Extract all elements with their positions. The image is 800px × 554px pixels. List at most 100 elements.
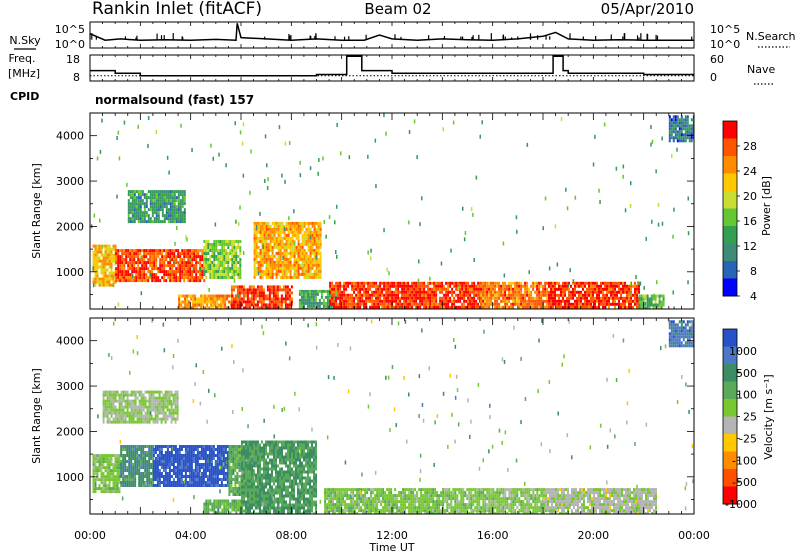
heatmap-cell — [395, 284, 398, 288]
heatmap-cell — [168, 463, 171, 466]
heatmap-cell — [303, 257, 306, 261]
heatmap-cell — [212, 297, 215, 301]
heatmap-cell — [287, 251, 290, 255]
heatmap-cell — [204, 306, 207, 309]
heatmap-cell — [512, 299, 515, 303]
heatmap-cell — [126, 445, 129, 448]
heatmap-cell — [104, 487, 107, 491]
heatmap-cell — [686, 118, 689, 122]
heatmap-cell — [254, 294, 257, 298]
heatmap-cell — [98, 244, 101, 248]
heatmap-cell — [504, 293, 507, 297]
heatmap-speckle — [318, 158, 320, 162]
heatmap-cell — [199, 261, 202, 265]
heatmap-cell — [297, 272, 300, 276]
heatmap-cell — [170, 484, 173, 487]
heatmap-cell — [431, 305, 434, 309]
heatmap-cell — [186, 300, 189, 304]
heatmap-cell — [157, 193, 160, 197]
heatmap-cell — [183, 255, 186, 259]
heatmap-cell — [142, 448, 145, 451]
heatmap-cell — [606, 284, 608, 288]
heatmap-cell — [212, 466, 215, 469]
heatmap-cell — [277, 263, 280, 267]
heatmap-speckle — [383, 113, 385, 118]
heatmap-cell — [522, 296, 525, 300]
heatmap-cell — [172, 454, 175, 457]
heatmap-cell — [221, 252, 224, 255]
heatmap-cell — [122, 414, 125, 418]
heatmap-cell — [399, 284, 402, 288]
heatmap-cell — [313, 251, 316, 255]
heatmap-cell — [163, 190, 166, 194]
heatmap-cell — [203, 246, 206, 249]
heatmap-cell — [155, 199, 158, 203]
heatmap-cell — [177, 249, 180, 253]
heatmap-cell — [668, 127, 671, 131]
heatmap-cell — [224, 297, 227, 301]
heatmap-cell — [357, 284, 360, 288]
heatmap-cell — [234, 294, 237, 298]
heatmap-cell — [253, 221, 256, 225]
heatmap-speckle — [416, 155, 418, 160]
heatmap-cell — [508, 305, 511, 309]
heatmap-cell — [674, 115, 677, 119]
heatmap-cell — [132, 478, 135, 481]
heatmap-cell — [293, 266, 296, 270]
heatmap-cell — [131, 196, 134, 200]
heatmap-cell — [205, 246, 208, 249]
heatmap-cell — [159, 208, 162, 212]
heatmap-cell — [218, 297, 221, 301]
heatmap-cell — [494, 302, 497, 306]
heatmap-cell — [463, 287, 466, 291]
heatmap-speckle — [622, 164, 625, 169]
heatmap-cell — [132, 420, 135, 424]
heatmap-cell — [263, 230, 266, 234]
heatmap-cell — [177, 261, 180, 265]
heatmap-cell — [145, 214, 148, 218]
heatmap-cell — [293, 230, 296, 234]
heatmap-cell — [128, 463, 131, 466]
heatmap-cell — [640, 306, 643, 309]
heatmap-cell — [267, 269, 270, 273]
heatmap-cell — [514, 302, 517, 306]
heatmap-cell — [455, 299, 458, 303]
heatmap-cell — [117, 264, 120, 268]
heatmap-cell — [106, 457, 109, 461]
heatmap-cell — [518, 302, 521, 306]
heatmap-cell — [415, 302, 418, 306]
heatmap-cell — [104, 256, 107, 260]
heatmap-cell — [530, 305, 533, 309]
heatmap-cell — [183, 214, 186, 218]
heatmap-cell — [135, 276, 138, 280]
heatmap-cell — [137, 202, 140, 206]
heatmap-cell — [335, 281, 338, 285]
heatmap-cell — [259, 269, 262, 273]
heatmap-cell — [116, 417, 119, 421]
heatmap-cell — [114, 393, 117, 397]
heatmap-cell — [558, 299, 560, 303]
heatmap-cell — [227, 270, 230, 273]
heatmap-cell — [451, 293, 454, 297]
heatmap-cell — [232, 472, 235, 475]
heatmap-cell — [202, 466, 205, 469]
heatmap-cell — [157, 202, 160, 206]
heatmap-cell — [284, 306, 287, 309]
heatmap-speckle — [185, 235, 187, 240]
heatmap-cell — [215, 255, 218, 258]
heatmap-cell — [365, 299, 368, 303]
heatmap-cell — [196, 303, 199, 307]
heatmap-cell — [98, 454, 101, 458]
heatmap-cell — [457, 299, 460, 303]
heatmap-speckle — [592, 162, 595, 167]
heatmap-cell — [262, 300, 265, 304]
heatmap-cell — [670, 127, 673, 131]
heatmap-cell — [209, 267, 212, 270]
heatmap-cell — [204, 448, 207, 451]
heatmap-cell — [234, 481, 237, 484]
heatmap-cell — [94, 463, 97, 467]
heatmap-cell — [660, 300, 663, 304]
heatmap-cell — [114, 466, 117, 470]
heatmap-cell — [234, 487, 237, 490]
heatmap-cell — [303, 263, 306, 267]
